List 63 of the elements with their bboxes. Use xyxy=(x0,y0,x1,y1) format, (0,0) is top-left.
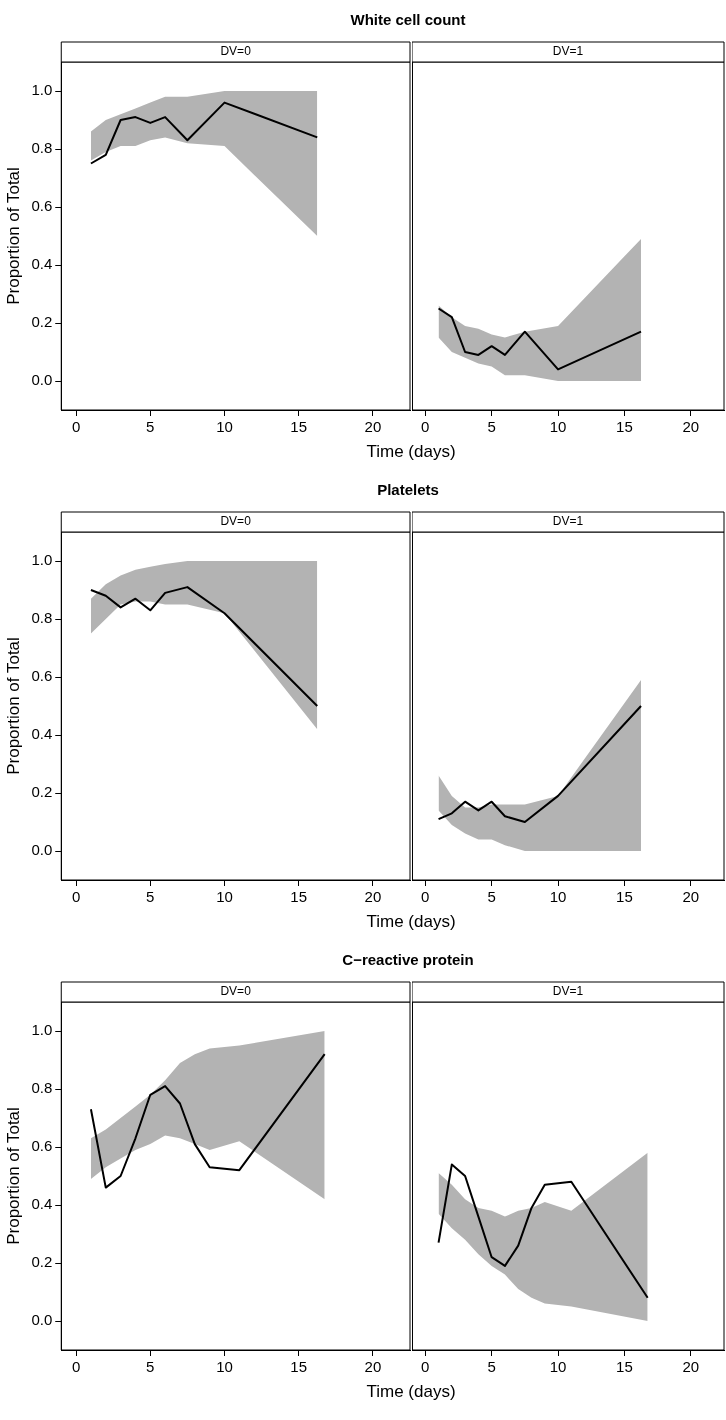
chart-subtitle: DV=0 xyxy=(220,984,252,999)
x-tick-label: 15 xyxy=(616,418,633,436)
y-tick-label: 0.8 xyxy=(31,1079,53,1097)
y-tick-label: 0.8 xyxy=(31,609,53,627)
y-tick-label: 0.0 xyxy=(31,1311,53,1329)
chart-subtitle: DV=1 xyxy=(552,984,584,999)
y-tick-label: 0.6 xyxy=(31,1137,53,1155)
y-tick-label: 1.0 xyxy=(31,81,53,99)
x-tick-label: 20 xyxy=(364,1358,382,1376)
chart-subtitle: DV=1 xyxy=(552,44,584,59)
x-tick-label: 5 xyxy=(146,888,155,906)
chart-title: White cell count xyxy=(350,11,466,28)
x-tick-label: 20 xyxy=(364,418,382,436)
x-axis-title: Time (days) xyxy=(366,1382,456,1401)
x-tick-label: 20 xyxy=(682,1358,700,1376)
y-axis-title: Proportion of Total xyxy=(3,637,23,775)
chart-subtitle: DV=0 xyxy=(220,514,252,529)
x-tick-label: 5 xyxy=(146,418,155,436)
x-tick-label: 15 xyxy=(616,888,633,906)
x-tick-label: 5 xyxy=(487,888,496,906)
x-tick-label: 0 xyxy=(421,418,430,436)
y-tick-label: 0.2 xyxy=(31,313,53,331)
y-tick-label: 1.0 xyxy=(31,1021,53,1039)
y-tick-label: 0.2 xyxy=(31,783,53,801)
x-axis-title: Time (days) xyxy=(366,912,456,931)
x-tick-label: 5 xyxy=(487,418,496,436)
x-tick-label: 15 xyxy=(290,888,308,906)
chart-title: C−reactive protein xyxy=(342,951,474,968)
x-tick-label: 0 xyxy=(71,888,81,906)
x-tick-label: 15 xyxy=(290,418,308,436)
y-tick-label: 0.4 xyxy=(31,255,53,273)
x-tick-label: 15 xyxy=(616,1358,633,1376)
x-tick-label: 0 xyxy=(421,1358,430,1376)
x-tick-label: 10 xyxy=(216,888,233,906)
y-tick-label: 1.0 xyxy=(31,551,53,569)
y-tick-label: 0.2 xyxy=(31,1253,53,1271)
x-tick-label: 5 xyxy=(487,1358,496,1376)
y-tick-label: 0.4 xyxy=(31,1195,53,1213)
x-tick-label: 20 xyxy=(682,418,700,436)
x-tick-label: 10 xyxy=(549,1358,567,1376)
x-tick-label: 10 xyxy=(549,418,567,436)
y-tick-label: 0.6 xyxy=(31,197,53,215)
y-tick-label: 0.0 xyxy=(31,841,53,859)
chart-title: Platelets xyxy=(377,481,439,498)
chart-subtitle: DV=1 xyxy=(552,514,584,529)
chart-subtitle: DV=0 xyxy=(220,44,252,59)
y-axis-title: Proportion of Total xyxy=(3,1107,23,1245)
x-tick-label: 15 xyxy=(290,1358,308,1376)
x-axis-title: Time (days) xyxy=(366,442,456,461)
x-tick-label: 0 xyxy=(71,418,81,436)
x-tick-label: 10 xyxy=(216,1358,233,1376)
y-tick-label: 0.8 xyxy=(31,139,53,157)
x-tick-label: 20 xyxy=(364,888,382,906)
y-tick-label: 0.0 xyxy=(31,371,53,389)
x-tick-label: 0 xyxy=(421,888,430,906)
x-tick-label: 20 xyxy=(682,888,700,906)
x-tick-label: 0 xyxy=(71,1358,81,1376)
x-tick-label: 10 xyxy=(549,888,567,906)
y-axis-title: Proportion of Total xyxy=(3,167,23,305)
y-tick-label: 0.6 xyxy=(31,667,53,685)
x-tick-label: 5 xyxy=(146,1358,155,1376)
y-tick-label: 0.4 xyxy=(31,725,53,743)
x-tick-label: 10 xyxy=(216,418,233,436)
